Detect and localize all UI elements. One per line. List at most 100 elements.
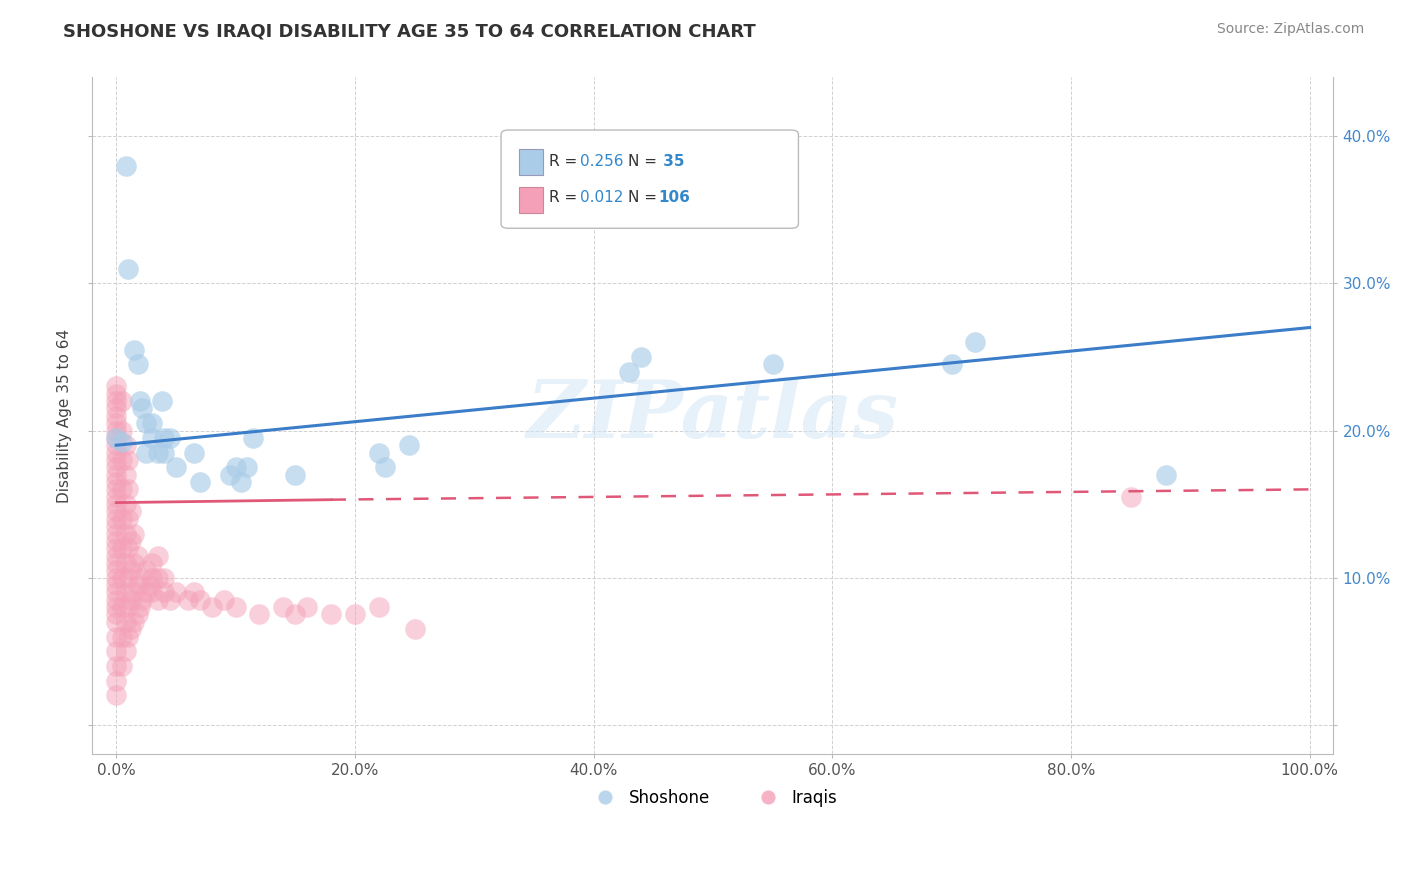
Point [153,431,176,445]
Point [114,615,136,629]
Point [183,445,205,459]
Point [111,424,134,438]
Point [105,615,128,629]
Point [965,335,987,350]
Point [201,600,224,615]
Point [105,475,128,489]
Text: Source: ZipAtlas.com: Source: ZipAtlas.com [1216,22,1364,37]
Point [105,585,128,599]
Point [111,483,134,497]
Point [127,607,149,622]
Point [218,467,240,482]
Point [105,541,128,556]
Point [1119,490,1142,504]
Y-axis label: Disability Age 35 to 64: Disability Age 35 to 64 [58,329,72,503]
Point [111,659,134,673]
Point [138,578,160,592]
Point [111,600,134,615]
Point [231,475,253,489]
Point [135,445,157,459]
Point [117,541,139,556]
Point [761,357,783,371]
Point [105,445,128,459]
Point [619,365,641,379]
Text: R =: R = [550,189,582,204]
Point [141,416,163,430]
Point [105,490,128,504]
Point [111,394,134,409]
Point [111,541,134,556]
Point [120,563,142,577]
Point [225,600,247,615]
Point [367,445,389,459]
Text: SHOSHONE VS IRAQI DISABILITY AGE 35 TO 64 CORRELATION CHART: SHOSHONE VS IRAQI DISABILITY AGE 35 TO 6… [63,22,756,40]
Point [105,497,128,511]
Point [114,159,136,173]
Point [111,630,134,644]
Point [135,585,157,599]
Point [105,416,128,430]
Point [941,357,963,371]
Point [105,460,128,475]
Point [114,556,136,570]
Point [120,622,142,636]
Point [117,453,139,467]
Point [105,689,128,703]
Point [159,431,181,445]
Point [122,585,145,599]
Point [105,512,128,526]
Point [146,592,169,607]
Point [105,644,128,658]
Point [319,607,342,622]
Point [141,585,163,599]
Point [105,673,128,688]
Point [120,533,142,548]
Point [129,571,152,585]
Point [114,644,136,658]
Point [117,571,139,585]
Point [188,475,211,489]
Point [284,607,307,622]
Point [135,563,157,577]
Point [212,592,235,607]
Point [374,460,396,475]
Text: 0.012: 0.012 [581,189,623,204]
Point [122,526,145,541]
Point [114,467,136,482]
Point [398,438,420,452]
Point [129,600,152,615]
Point [165,585,187,599]
Point [188,592,211,607]
Point [159,592,181,607]
Point [135,416,157,430]
Point [242,431,264,445]
Point [105,467,128,482]
Point [105,556,128,570]
Point [111,571,134,585]
Point [105,424,128,438]
Point [1156,467,1178,482]
Text: R =: R = [550,153,582,169]
Text: N =: N = [628,189,662,204]
Point [129,394,152,409]
Point [367,600,389,615]
Point [114,526,136,541]
Point [117,483,139,497]
Point [122,556,145,570]
Point [122,615,145,629]
Point [295,600,318,615]
Point [165,460,187,475]
Point [105,394,128,409]
Text: ZIPatlas: ZIPatlas [527,377,898,455]
Point [105,431,128,445]
Point [127,578,149,592]
Point [146,549,169,563]
Point [114,585,136,599]
Point [120,504,142,518]
Point [153,445,176,459]
Text: 106: 106 [658,189,690,204]
Point [141,571,163,585]
Point [105,401,128,416]
Point [105,431,128,445]
Point [105,571,128,585]
